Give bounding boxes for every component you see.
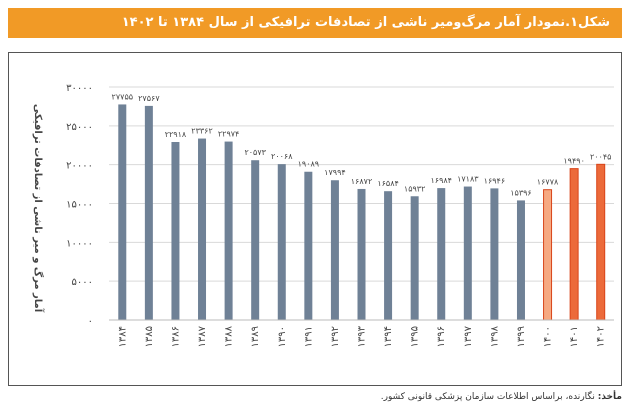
x-tick-label: ۱۳۹۹	[516, 326, 527, 347]
bar	[569, 168, 579, 321]
y-tick-label: ۱۰۰۰۰	[66, 238, 93, 249]
figure-title-bar: شکل۱.نمودار آمار مرگ‌ومیر ناشی از تصادفا…	[8, 8, 622, 38]
bar	[384, 191, 393, 320]
y-tick-label: ۱۵۰۰۰	[66, 200, 93, 211]
bar	[437, 188, 446, 320]
bar	[251, 160, 260, 320]
bar	[596, 163, 606, 321]
bar-value-label: ۲۳۳۶۲	[191, 127, 212, 136]
x-tick-label: ۱۳۸۵	[144, 326, 155, 347]
x-tick-label: ۱۳۹۲	[330, 326, 341, 347]
bar-value-label: ۲۰۵۷۳	[244, 148, 266, 157]
bar-value-label: ۱۶۸۷۲	[351, 177, 372, 186]
source-note: مأخذ: نگارنده، براساس اطلاعات سازمان پزش…	[8, 392, 622, 402]
bar-value-label: ۲۰۰۶۸	[271, 152, 293, 161]
bar-value-label: ۲۰۰۴۵	[590, 152, 611, 161]
bar-value-label: ۱۹۴۹۰	[563, 157, 584, 166]
x-tick-label: ۱۴۰۰	[543, 326, 554, 347]
bar	[357, 188, 366, 320]
y-tick-label: ۰	[88, 316, 93, 327]
bar-value-label: ۱۵۹۳۲	[404, 184, 425, 193]
bar-value-label: ۱۶۹۴۶	[484, 176, 505, 185]
x-tick-label: ۱۳۹۶	[436, 326, 447, 347]
x-tick-label: ۱۳۹۴	[383, 326, 394, 347]
x-tick-label: ۱۴۰۱	[569, 326, 580, 347]
bar	[198, 138, 207, 320]
bar	[144, 105, 153, 320]
figure-title: شکل۱.نمودار آمار مرگ‌ومیر ناشی از تصادفا…	[121, 15, 610, 30]
bar-value-label: ۱۹۰۸۹	[298, 160, 319, 169]
x-tick-label: ۱۳۹۷	[463, 325, 474, 347]
x-tick-label: ۱۳۸۹	[250, 326, 261, 347]
y-tick-label: ۵۰۰۰	[72, 277, 93, 288]
bar	[224, 141, 233, 320]
y-axis-title: آمار مرگ و میر ناشی از تصادفات ترافیکی	[32, 104, 45, 313]
x-tick-label: ۱۳۹۵	[410, 326, 421, 347]
x-tick-label: ۱۳۹۱	[303, 326, 314, 347]
source-text: نگارنده، براساس اطلاعات سازمان پزشکی قان…	[380, 392, 598, 402]
bar	[171, 142, 180, 320]
x-tick-label: ۱۳۸۴	[117, 326, 128, 347]
bar-value-label: ۲۷۷۵۵	[112, 92, 133, 101]
x-tick-label: ۱۳۸۷	[197, 325, 208, 347]
x-tick-label: ۱۳۹۳	[357, 325, 368, 347]
bar-value-label: ۲۲۹۱۸	[165, 130, 187, 139]
bar	[463, 186, 472, 320]
bar-value-label: ۱۷۱۸۳	[457, 175, 479, 184]
y-tick-label: ۳۰۰۰۰	[66, 83, 93, 94]
bar	[118, 104, 127, 321]
bar-value-label: ۱۵۳۹۶	[510, 188, 531, 197]
bar-value-label: ۱۶۷۷۸	[537, 178, 559, 187]
bar-value-label: ۱۷۹۹۴	[324, 168, 345, 177]
x-tick-label: ۱۳۹۸	[489, 325, 500, 347]
bar-value-label: ۲۲۹۷۴	[218, 130, 239, 139]
y-tick-label: ۲۰۰۰۰	[66, 161, 93, 172]
bar	[277, 164, 286, 320]
bar	[543, 189, 553, 321]
bar-value-label: ۱۶۹۸۴	[430, 176, 451, 185]
bar	[410, 196, 419, 320]
x-tick-label: ۱۳۹۰	[277, 326, 288, 347]
bar-value-label: ۲۷۵۶۷	[138, 94, 160, 103]
bar-value-label: ۱۶۵۸۴	[377, 179, 398, 188]
bar	[330, 180, 339, 320]
bar	[516, 200, 525, 320]
chart-frame: آمار مرگ و میر ناشی از تصادفات ترافیکی ۰…	[8, 52, 622, 386]
x-tick-label: ۱۴۰۲	[596, 326, 607, 347]
x-tick-label: ۱۳۸۸	[224, 325, 235, 347]
bar	[304, 171, 313, 320]
source-label: مأخذ:	[597, 392, 622, 402]
y-tick-label: ۲۵۰۰۰	[66, 122, 93, 133]
bar	[490, 188, 499, 320]
x-tick-label: ۱۳۸۶	[170, 326, 181, 347]
bar-chart: آمار مرگ و میر ناشی از تصادفات ترافیکی ۰…	[32, 83, 614, 347]
